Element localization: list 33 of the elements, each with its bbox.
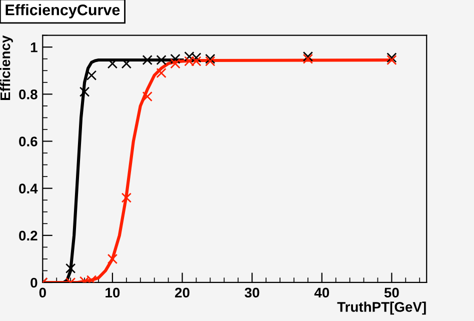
point [142,54,152,66]
y-tick-label: 0.4 [19,184,38,194]
y-tick-label: 0.6 [19,136,38,146]
point [386,52,397,63]
x-tick-label: 10 [106,288,120,298]
y-tick-label: 1 [30,42,38,52]
point [205,56,216,66]
point [302,51,314,62]
point [156,54,166,66]
point [170,54,180,64]
line-series [42,58,394,282]
y-tick-label: 0.2 [19,230,38,241]
point [156,68,166,78]
x-tick-label: 50 [384,288,399,298]
point [79,86,90,97]
y-tick-label: 0.8 [19,89,38,100]
x-tick-label: 20 [175,288,190,298]
x-tick-label: 30 [244,288,260,298]
y-axis-title: Efficiency [0,35,13,100]
point [142,91,152,102]
point [65,263,76,274]
point [170,58,180,69]
point [205,54,216,64]
x-tick-label: 40 [314,288,330,298]
point [121,192,132,203]
point [386,54,397,66]
point [302,54,314,64]
point [86,70,97,80]
x-tick-label: 0 [39,288,46,298]
x-axis-title: TruthPT[GeV] [337,302,426,315]
point [107,254,118,264]
chart-title: EfficiencyCurve [6,4,120,18]
y-tick-label: 0 [30,278,38,288]
